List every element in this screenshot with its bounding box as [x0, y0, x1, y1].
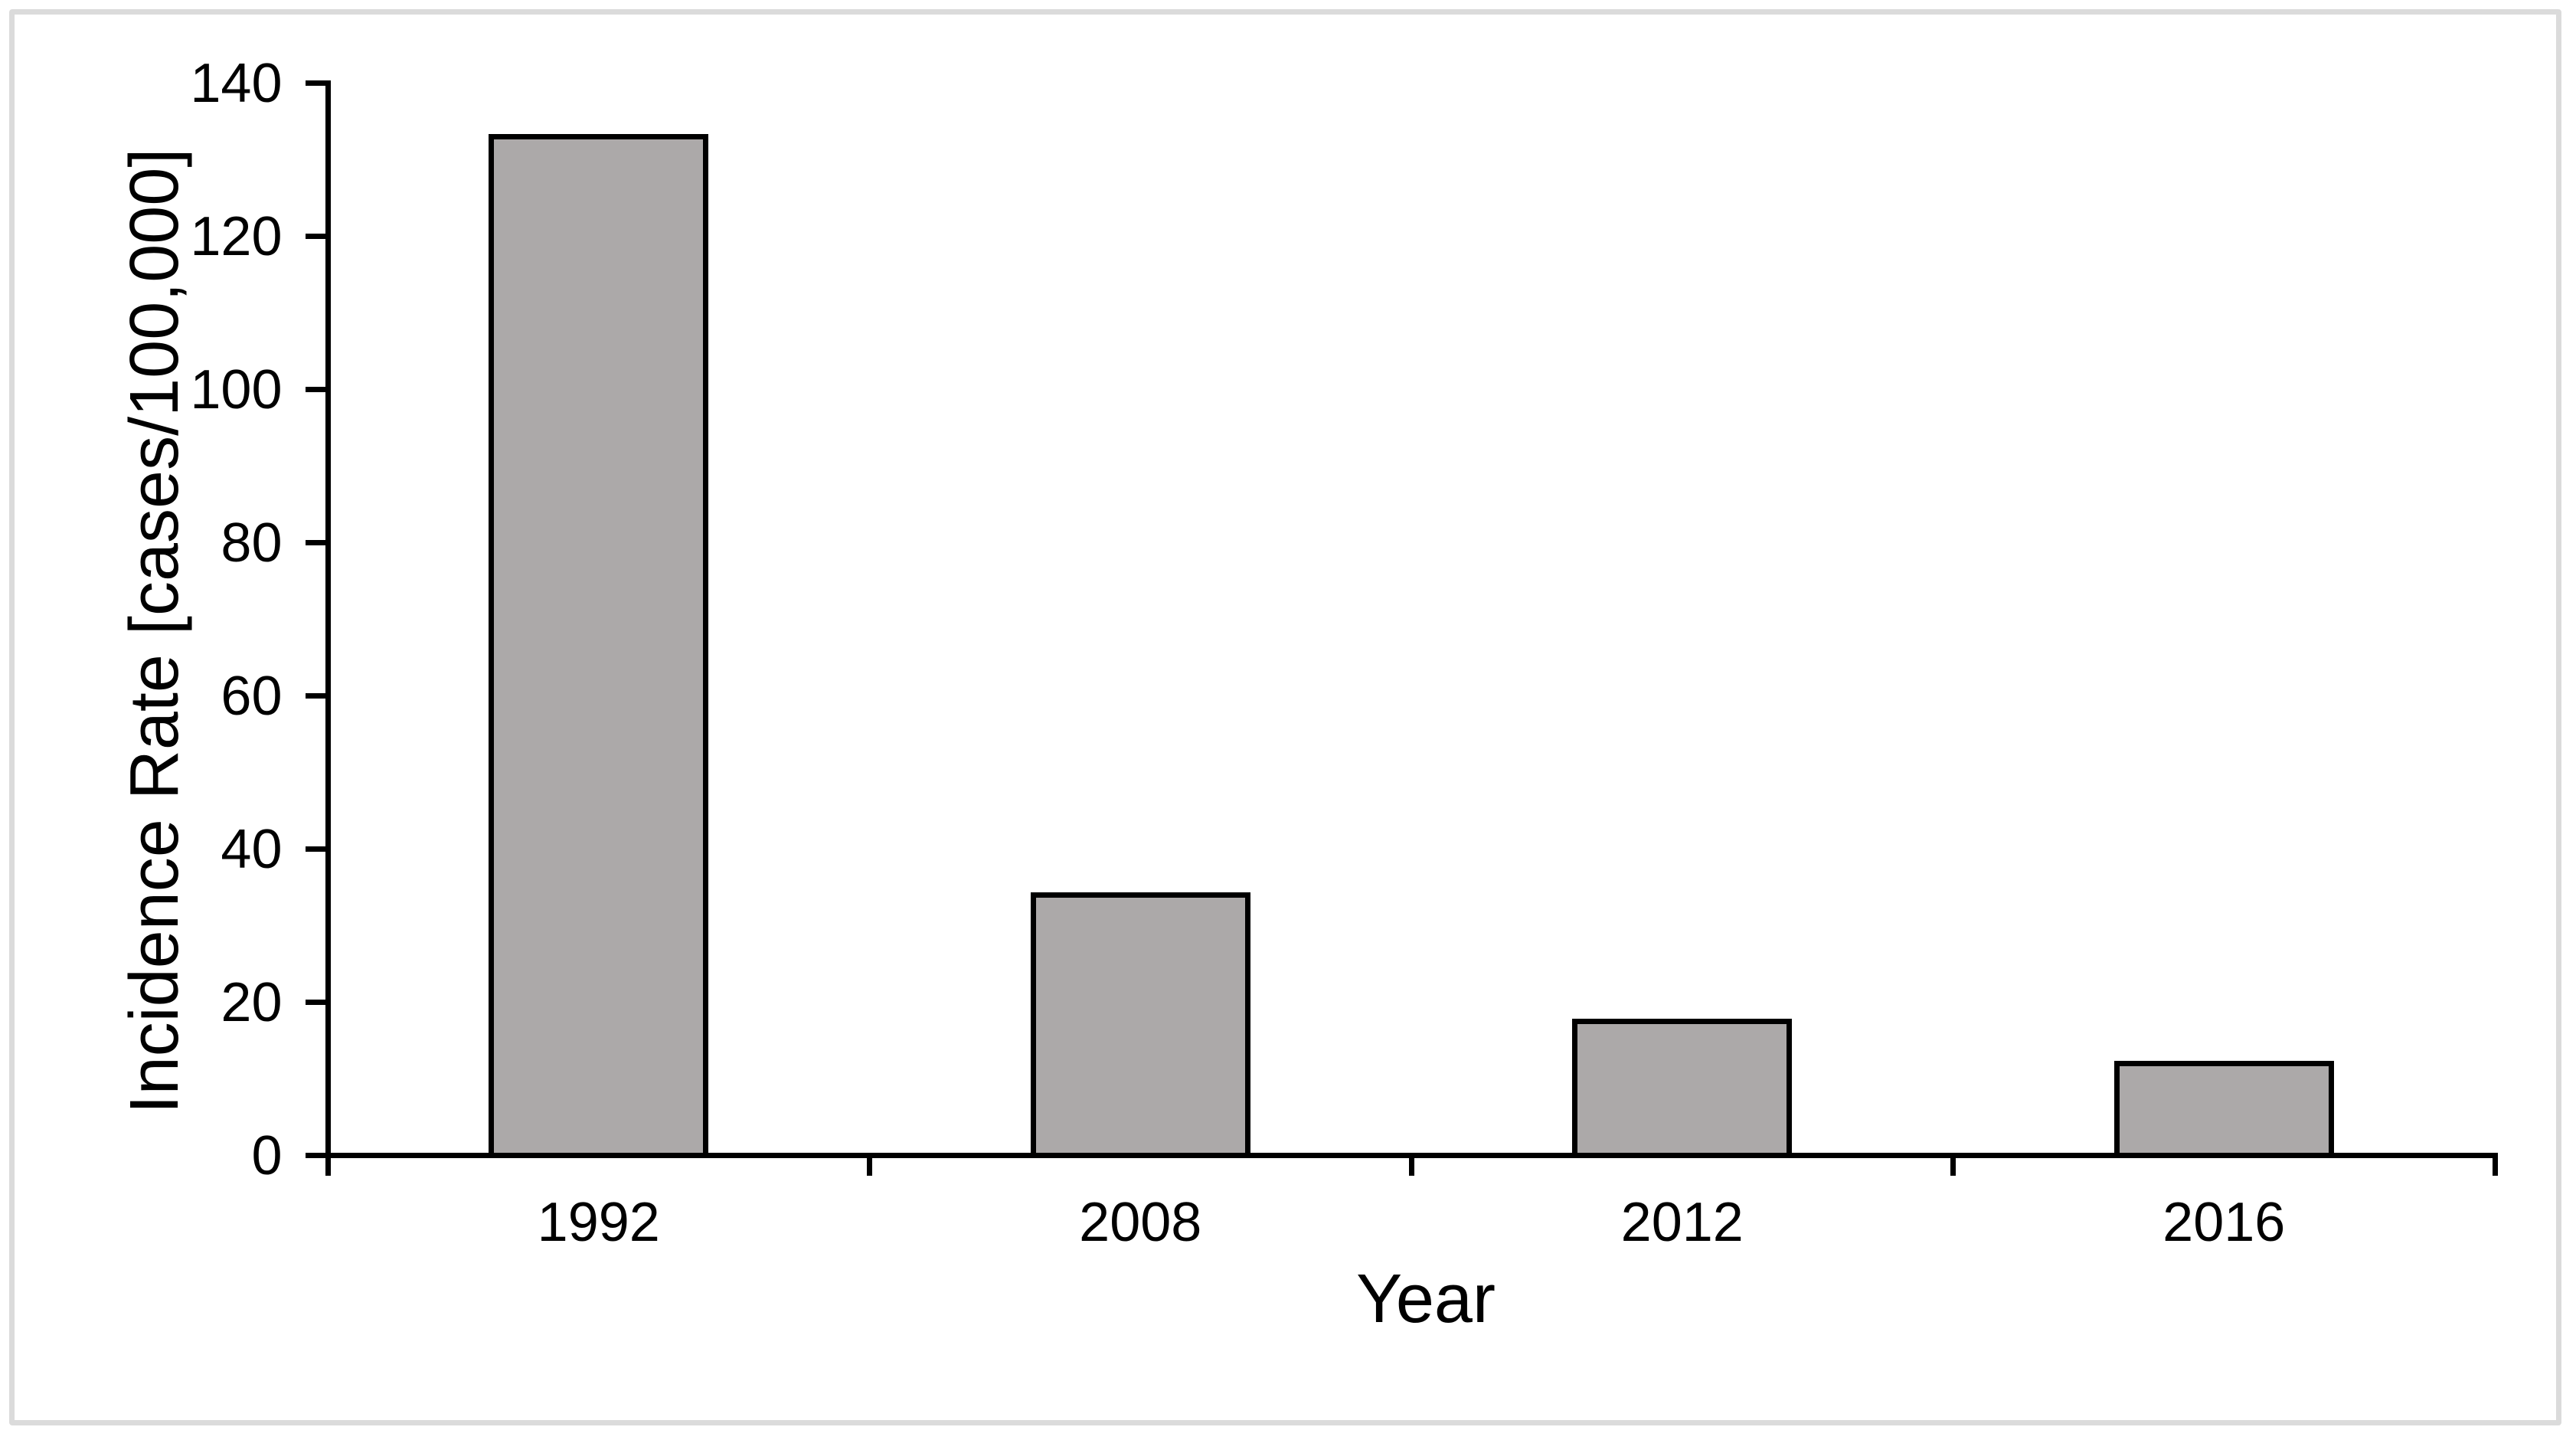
y-tick	[305, 1153, 325, 1158]
y-tick-label: 100	[190, 358, 283, 421]
y-tick-label: 20	[221, 971, 283, 1033]
x-axis-line-overlay	[325, 1153, 2498, 1158]
x-tick-label: 2008	[1079, 1192, 1202, 1253]
x-tick-label: 2016	[2162, 1192, 2286, 1253]
x-tick	[1408, 1153, 1414, 1176]
y-tick	[305, 846, 325, 852]
y-axis-title: Incidence Rate [cases/100,000]	[116, 148, 193, 1114]
y-tick-label: 60	[221, 665, 283, 727]
chart-frame: Incidence Rate [cases/100,000] Year 0 20 4…	[9, 9, 2561, 1425]
y-tick	[305, 234, 325, 239]
x-tick	[867, 1153, 872, 1176]
y-tick-label: 0	[251, 1124, 283, 1186]
y-tick-label: 40	[221, 818, 283, 880]
y-tick	[305, 387, 325, 392]
y-tick-label: 80	[221, 512, 283, 574]
bar-2008	[1030, 892, 1250, 1158]
bar-1992	[489, 134, 709, 1158]
x-tick	[1950, 1153, 1956, 1176]
x-tick-label: 2012	[1620, 1192, 1744, 1253]
y-tick-label: 120	[190, 205, 283, 267]
x-axis-title: Year	[1356, 1261, 1496, 1337]
x-tick-label: 1992	[537, 1192, 660, 1253]
x-tick	[325, 1153, 331, 1176]
y-tick-label: 140	[190, 52, 283, 114]
bar-2016	[2113, 1061, 2334, 1158]
y-tick	[305, 80, 325, 86]
y-axis-line	[325, 80, 331, 1158]
y-tick	[305, 1000, 325, 1005]
x-tick	[2492, 1153, 2498, 1176]
y-tick	[305, 693, 325, 699]
y-tick	[305, 540, 325, 545]
bar-2012	[1572, 1019, 1793, 1158]
